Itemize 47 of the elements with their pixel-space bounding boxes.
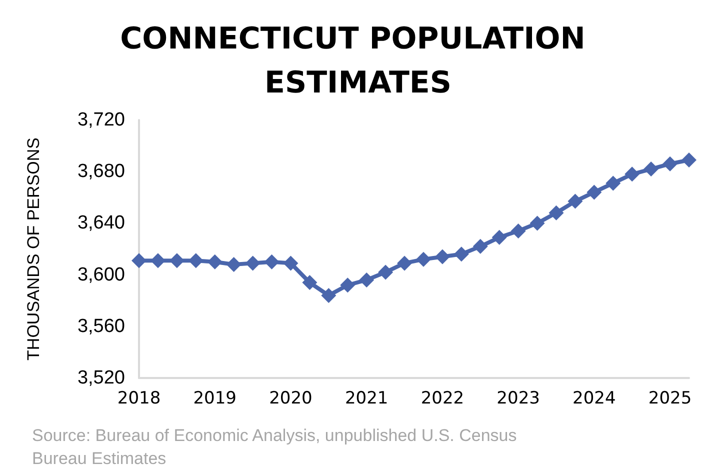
y-tick-label: 3,520: [77, 368, 125, 388]
source-note: Source: Bureau of Economic Analysis, unpublished U.S. Census Bureau Estimates: [32, 426, 522, 468]
chart-title: CONNECTICUT POPULATION ESTIMATES: [120, 22, 596, 100]
y-tick-label: 3,680: [77, 161, 125, 182]
point: [226, 256, 242, 272]
point: [132, 253, 146, 268]
point: [472, 238, 488, 254]
point: [568, 194, 583, 209]
x-tick-label: 2021: [344, 388, 388, 408]
x-tick-label: 2019: [193, 388, 236, 408]
x-tick-label: 2022: [420, 388, 464, 408]
y-tick-label: 3,600: [77, 264, 125, 286]
x-tick-label: 2018: [117, 388, 161, 408]
x-tick-label: 2020: [269, 388, 312, 408]
point: [606, 176, 621, 191]
point: [416, 252, 431, 267]
point: [530, 216, 545, 231]
point: [188, 253, 204, 268]
point: [682, 152, 696, 168]
point: [264, 254, 280, 270]
point: [454, 246, 469, 262]
point: [624, 166, 640, 182]
x-tick-label: 2024: [572, 388, 616, 408]
y-axis-title: THOUSANDS OF PERSONS: [24, 138, 43, 360]
point: [150, 253, 166, 268]
point: [644, 162, 659, 177]
x-tick-label: 2023: [496, 388, 540, 408]
point: [340, 278, 356, 293]
point: [169, 253, 184, 268]
point: [359, 272, 374, 288]
point: [548, 205, 564, 220]
point: [283, 256, 298, 271]
y-tick-label: 3,720: [77, 110, 125, 130]
y-tick-label: 3,560: [77, 316, 125, 337]
point: [434, 249, 450, 264]
point: [586, 184, 602, 200]
point: [245, 256, 260, 271]
point: [397, 256, 412, 271]
point: [207, 254, 222, 270]
point: [510, 223, 526, 238]
point: [662, 156, 678, 172]
point: [492, 230, 507, 245]
point: [378, 264, 394, 280]
x-tick-label: 2025: [648, 388, 692, 408]
y-tick-label: 3,640: [77, 212, 125, 234]
point: [302, 275, 318, 290]
point: [321, 288, 336, 303]
